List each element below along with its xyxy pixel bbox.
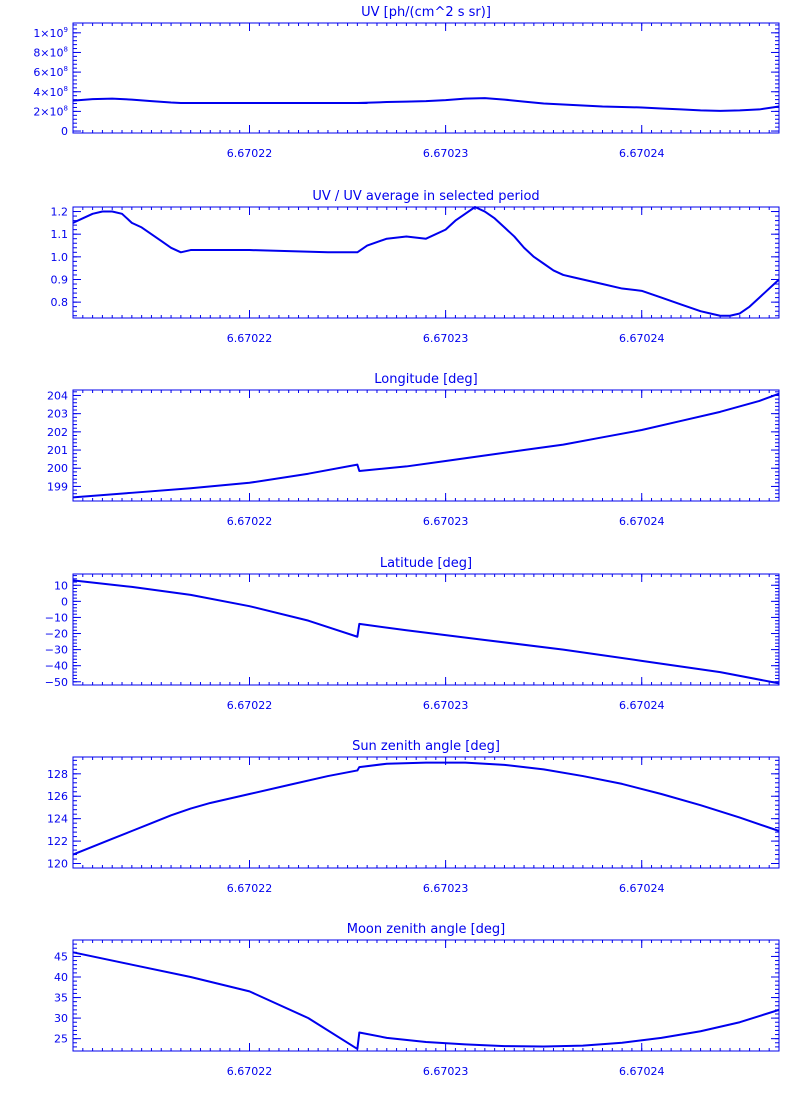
x-tick-label: 6.67022 <box>227 1065 273 1078</box>
series-line-1 <box>72 579 780 685</box>
x-tick-label: 6.67023 <box>423 1065 469 1078</box>
y-tick-label: 0.8 <box>51 296 69 309</box>
y-tick-label: 30 <box>54 1012 68 1025</box>
panel-title: UV [ph/(cm^2 s sr)] <box>361 5 491 20</box>
y-tick-label: 45 <box>54 950 68 963</box>
x-tick-label: 6.67022 <box>227 699 273 712</box>
series-line-1 <box>72 206 780 317</box>
panel-1: UV [ph/(cm^2 s sr)] 6.67022 6.67023 6.67024… <box>33 5 780 160</box>
panel-2: UV / UV average in selected period 6.6702… <box>51 189 780 345</box>
y-tick-label: 1×109 <box>33 26 68 40</box>
y-tick-label: 6×108 <box>33 65 68 79</box>
x-tick-label: 6.67024 <box>619 332 665 345</box>
y-tick-label: 35 <box>54 992 68 1005</box>
panel-3: Longitude [deg] 6.67022 6.67023 6.67024 199 2… <box>47 372 780 528</box>
series-line-1 <box>72 392 780 499</box>
y-tick-label: 124 <box>47 813 68 826</box>
y-tick-label: −10 <box>45 611 68 624</box>
x-tick-label: 6.67024 <box>619 1065 665 1078</box>
y-tick-label: 1.2 <box>51 206 69 219</box>
series-line-1 <box>72 951 780 1050</box>
plot-frame <box>72 939 780 1052</box>
y-tick-label: 204 <box>47 389 68 402</box>
y-tick-label: 2×108 <box>33 104 68 118</box>
y-tick-label: 0 <box>61 595 68 608</box>
y-tick-label: 203 <box>47 408 68 421</box>
x-tick-label: 6.67024 <box>619 515 665 528</box>
x-tick-label: 6.67024 <box>619 147 665 160</box>
x-tick-label: 6.67022 <box>227 147 273 160</box>
x-tick-label: 6.67022 <box>227 882 273 895</box>
panel-title: Latitude [deg] <box>380 556 472 571</box>
panel-title: UV / UV average in selected period <box>312 189 539 204</box>
y-tick-label: −20 <box>45 628 68 641</box>
y-tick-label: 10 <box>54 579 68 592</box>
plot-frame <box>72 22 780 134</box>
y-tick-label: 0 <box>61 125 68 138</box>
y-tick-label: −50 <box>45 676 68 689</box>
x-tick-label: 6.67023 <box>423 515 469 528</box>
plot-frame <box>72 573 780 686</box>
y-tick-label: 0.9 <box>51 273 69 286</box>
panel-5: Sun zenith angle [deg] 6.67022 6.67023 6.67… <box>47 739 780 895</box>
y-tick-label: 128 <box>47 768 68 781</box>
x-tick-label: 6.67023 <box>423 699 469 712</box>
y-tick-label: 122 <box>47 835 68 848</box>
y-tick-label: 40 <box>54 971 68 984</box>
y-tick-label: 8×108 <box>33 45 68 59</box>
y-tick-label: 1.0 <box>51 251 69 264</box>
panel-title: Moon zenith angle [deg] <box>347 922 505 937</box>
y-tick-label: 201 <box>47 444 68 457</box>
series-line-1 <box>72 97 780 112</box>
panel-title: Longitude [deg] <box>374 372 477 387</box>
x-tick-label: 6.67024 <box>619 699 665 712</box>
y-tick-label: 1.1 <box>51 228 69 241</box>
y-tick-label: 25 <box>54 1033 68 1046</box>
x-tick-label: 6.67023 <box>423 332 469 345</box>
y-tick-label: 120 <box>47 858 68 871</box>
y-tick-label: −40 <box>45 660 68 673</box>
y-tick-label: −30 <box>45 644 68 657</box>
y-tick-label: 4×108 <box>33 85 68 99</box>
x-tick-label: 6.67022 <box>227 332 273 345</box>
plot-frame <box>72 389 780 502</box>
x-tick-label: 6.67023 <box>423 882 469 895</box>
y-tick-label: 199 <box>47 480 68 493</box>
y-tick-label: 126 <box>47 790 68 803</box>
y-tick-label: 202 <box>47 426 68 439</box>
x-tick-label: 6.67022 <box>227 515 273 528</box>
y-tick-label: 200 <box>47 462 68 475</box>
x-tick-label: 6.67023 <box>423 147 469 160</box>
panel-title: Sun zenith angle [deg] <box>352 739 500 754</box>
x-tick-label: 6.67024 <box>619 882 665 895</box>
series-line-1 <box>72 761 780 856</box>
panel-6: Moon zenith angle [deg] 6.67022 6.67023 6.6… <box>54 922 780 1078</box>
panel-4: Latitude [deg] 6.67022 6.67023 6.67024 −50 −4… <box>45 556 780 712</box>
